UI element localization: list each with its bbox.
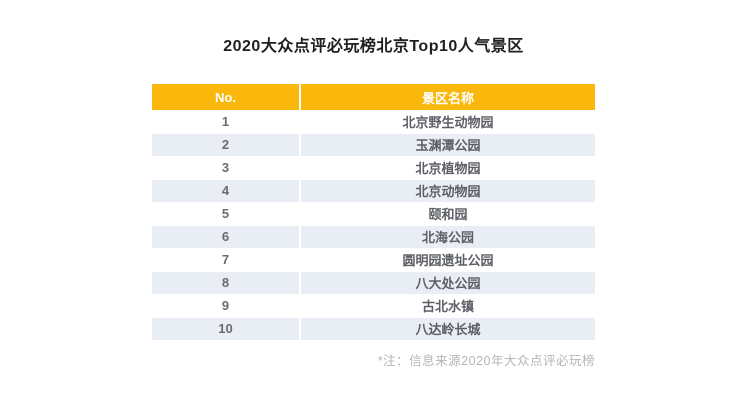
name-cell: 北京野生动物园 — [299, 110, 595, 134]
name-cell: 八达岭长城 — [299, 317, 595, 341]
rank-cell: 3 — [152, 156, 300, 180]
rank-cell: 1 — [152, 110, 300, 134]
name-cell: 北京植物园 — [299, 156, 595, 180]
name-cell: 颐和园 — [299, 202, 595, 226]
name-cell: 北海公园 — [299, 225, 595, 249]
name-cell: 北京动物园 — [299, 179, 595, 203]
rank-cell: 4 — [152, 179, 300, 203]
content-wrapper: 2020大众点评必玩榜北京Top10人气景区 No. 景区名称 1 北京野生动物… — [152, 0, 595, 369]
rank-cell: 9 — [152, 294, 300, 318]
table-row: 5 颐和园 — [152, 202, 595, 226]
ranking-table: No. 景区名称 1 北京野生动物园 2 玉渊潭公园 3 北京植物园 — [152, 84, 595, 341]
rank-cell: 2 — [152, 133, 300, 157]
column-header-name: 景区名称 — [299, 84, 595, 110]
rank-cell: 5 — [152, 202, 300, 226]
table-row: 6 北海公园 — [152, 225, 595, 249]
table-row: 1 北京野生动物园 — [152, 110, 595, 134]
table-row: 10 八达岭长城 — [152, 317, 595, 341]
rank-cell: 10 — [152, 317, 300, 341]
column-header-no: No. — [152, 84, 300, 110]
name-cell: 八大处公园 — [299, 271, 595, 295]
page-title: 2020大众点评必玩榜北京Top10人气景区 — [223, 38, 524, 55]
rank-cell: 7 — [152, 248, 300, 272]
table-header-row: No. 景区名称 — [152, 84, 595, 110]
rank-cell: 6 — [152, 225, 300, 249]
rank-cell: 8 — [152, 271, 300, 295]
name-cell: 玉渊潭公园 — [299, 133, 595, 157]
table-row: 3 北京植物园 — [152, 156, 595, 180]
table-row: 2 玉渊潭公园 — [152, 133, 595, 157]
table-body: 1 北京野生动物园 2 玉渊潭公园 3 北京植物园 4 北京动物园 5 颐和 — [152, 110, 595, 341]
table-row: 9 古北水镇 — [152, 294, 595, 318]
table-row: 7 圆明园遗址公园 — [152, 248, 595, 272]
source-footnote: *注：信息来源2020年大众点评必玩榜 — [377, 353, 595, 368]
table-row: 4 北京动物园 — [152, 179, 595, 203]
name-cell: 古北水镇 — [299, 294, 595, 318]
table-row: 8 八大处公园 — [152, 271, 595, 295]
name-cell: 圆明园遗址公园 — [299, 248, 595, 272]
